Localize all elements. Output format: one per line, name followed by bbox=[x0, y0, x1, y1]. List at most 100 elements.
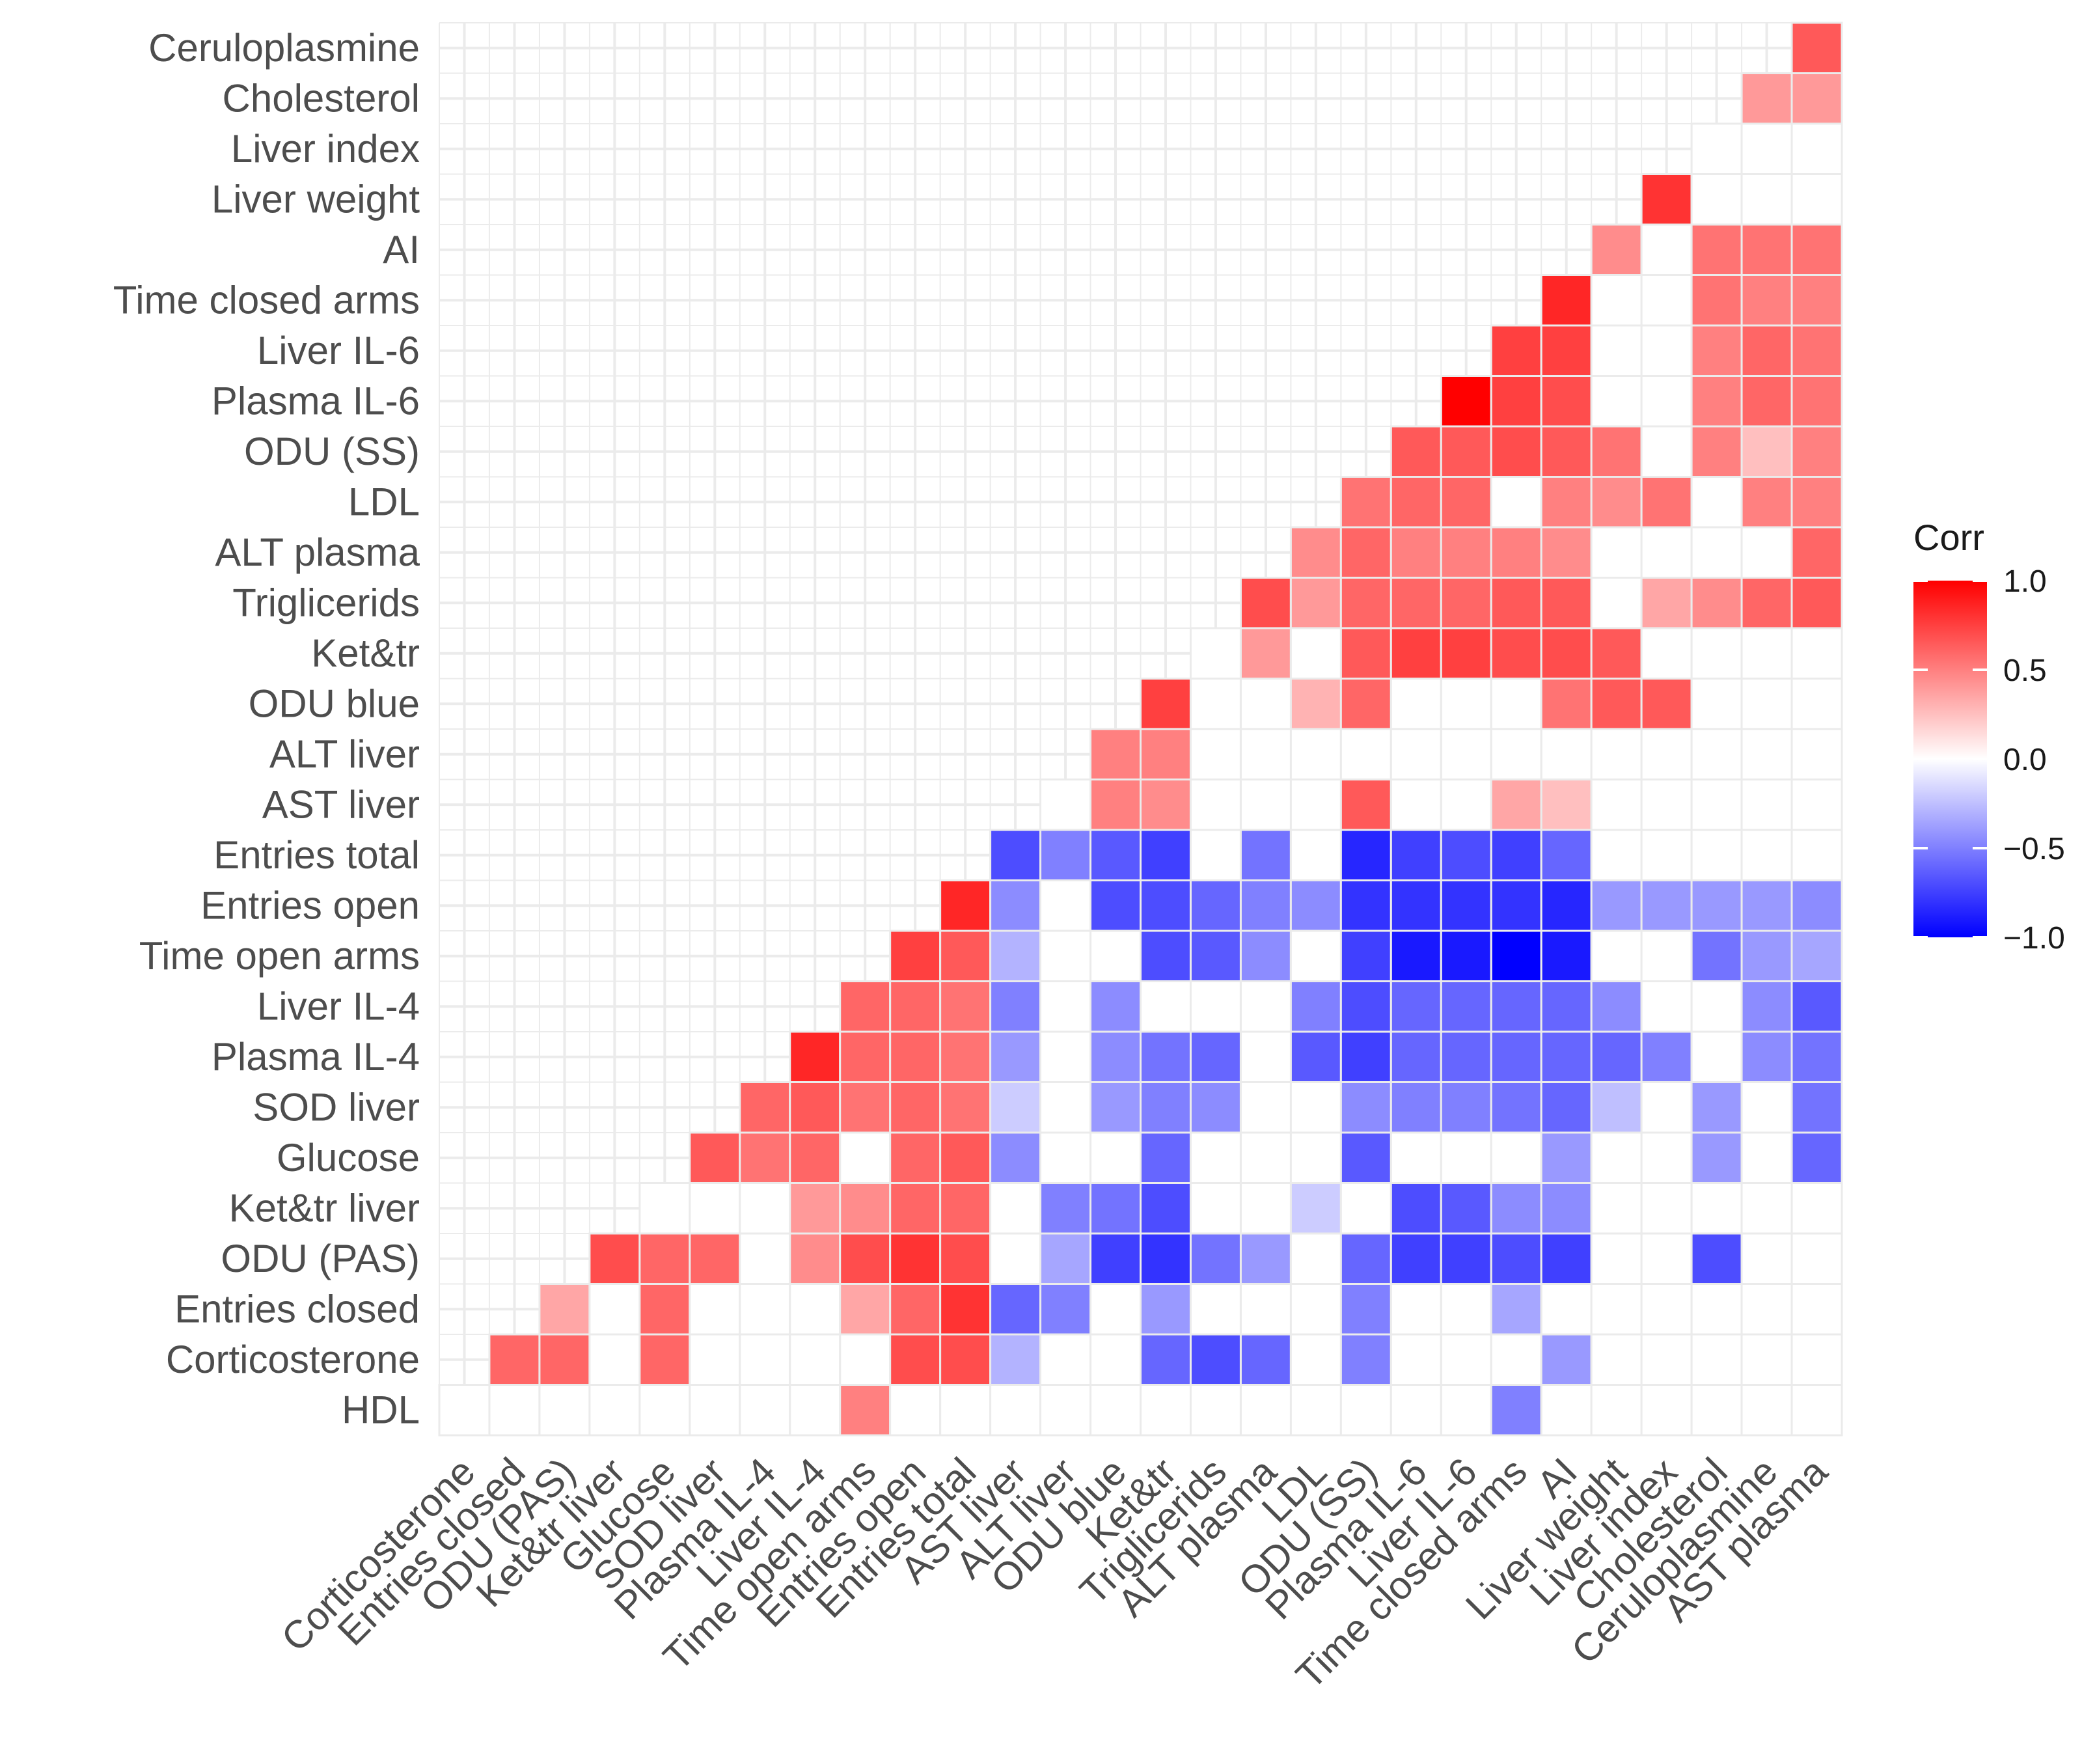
heatmap-cell: SOD liver / Cholesterol: -0.4 bbox=[1690, 1081, 1743, 1134]
legend-ticks: 1.0 0.5 0.0 −0.5 −1.0 bbox=[1913, 564, 2065, 956]
heatmap-cell: SOD liver / ODU blue: -0.4 bbox=[1089, 1081, 1142, 1134]
heatmap-cell: Corticosterone / Ceruloplasmine: 0 bbox=[1740, 1333, 1793, 1386]
heatmap-cell: Plasma IL-4 / Cholesterol: 0 bbox=[1690, 1030, 1743, 1083]
heatmap-cell: Corticosterone / AST liver: -0.3 bbox=[989, 1333, 1042, 1386]
heatmap-cell: Time open arms / ALT plasma: -0.45 bbox=[1239, 930, 1292, 982]
heatmap-cell: Ket&tr / Triglicerids: 0 bbox=[1189, 627, 1242, 680]
heatmap-cell: Plasma IL-6 / Ceruloplasmine: 0.6 bbox=[1740, 375, 1793, 428]
heatmap-cell: Entries total / AI: -0.6 bbox=[1540, 829, 1593, 881]
heatmap-cell: AST liver / ODU blue: 0.5 bbox=[1089, 779, 1142, 831]
y-tick-label: Ket&tr bbox=[311, 631, 420, 675]
heatmap-cell: Ket&tr liver / Liver weight: 0 bbox=[1590, 1182, 1643, 1235]
heatmap-cell: Plasma IL-4 / Entries open: 0.6 bbox=[889, 1030, 942, 1083]
heatmap-cell: HDL / AST liver: 0 bbox=[989, 1384, 1042, 1437]
heatmap-cell: ALT liver / Ceruloplasmine: 0 bbox=[1740, 728, 1793, 780]
heatmap-cell: Liver IL-4 / Entries open: 0.6 bbox=[889, 980, 942, 1033]
y-tick-label: AI bbox=[383, 228, 420, 271]
heatmap-cell: Glucose / Liver IL-4: 0.6 bbox=[789, 1131, 842, 1184]
y-tick-label: ALT liver bbox=[269, 732, 420, 776]
heatmap-cell: ALT plasma / Liver weight: 0 bbox=[1590, 526, 1643, 579]
heatmap-cell: ODU blue / Cholesterol: 0 bbox=[1690, 678, 1743, 730]
heatmap-cell: Ket&tr liver / Entries total: 0.6 bbox=[939, 1182, 992, 1235]
heatmap-cell: Time closed arms / Cholesterol: 0.55 bbox=[1690, 274, 1743, 327]
heatmap-cell: ODU (PAS) / Time open arms: 0.7 bbox=[839, 1232, 892, 1285]
heatmap-cell: Ket&tr liver / Ceruloplasmine: 0 bbox=[1740, 1182, 1793, 1235]
heatmap-cell: Ket&tr / Liver IL-6: 0.75 bbox=[1440, 627, 1492, 680]
heatmap-cell: Liver IL-4 / ALT liver: 0 bbox=[1039, 980, 1092, 1033]
heatmap-cell: Plasma IL-6 / AST plasma: 0.55 bbox=[1790, 375, 1843, 428]
heatmap-cell: Liver IL-4 / Ket&tr: 0 bbox=[1140, 980, 1192, 1033]
heatmap-cell: Ket&tr / Time closed arms: 0.7 bbox=[1490, 627, 1542, 680]
heatmap-cell: Triglicerids / AI: 0.65 bbox=[1540, 577, 1593, 629]
y-tick-label: Ceruloplasmine bbox=[148, 26, 420, 70]
y-tick-label: Liver IL-4 bbox=[257, 984, 420, 1028]
heatmap-cell: Time open arms / Ceruloplasmine: -0.4 bbox=[1740, 930, 1793, 982]
heatmap-cell: HDL / Entries closed: 0 bbox=[488, 1384, 541, 1437]
heatmap-cell: HDL / Entries open: 0 bbox=[889, 1384, 942, 1437]
heatmap-cell: Ket&tr liver / AI: -0.45 bbox=[1540, 1182, 1593, 1235]
heatmap-cell: Glucose / AST liver: -0.45 bbox=[989, 1131, 1042, 1184]
heatmap-cell: ODU (SS) / Plasma IL-6: 0.65 bbox=[1390, 425, 1442, 478]
heatmap-cell: SOD liver / AI: -0.6 bbox=[1540, 1081, 1593, 1134]
heatmap-cell: Ket&tr / Liver weight: 0.65 bbox=[1590, 627, 1643, 680]
heatmap-cell: ODU (PAS) / Ket&tr liver: 0.7 bbox=[588, 1232, 641, 1285]
heatmap-cell: SOD liver / Triglicerids: -0.45 bbox=[1189, 1081, 1242, 1134]
heatmap-cell: Entries total / ALT liver: -0.5 bbox=[1039, 829, 1092, 881]
y-tick-label: Liver index bbox=[231, 127, 420, 171]
heatmap-cell: Corticosterone / Time closed arms: 0 bbox=[1490, 1333, 1542, 1386]
heatmap-cell: ALT liver / Liver weight: 0 bbox=[1590, 728, 1643, 780]
heatmap-cell: Ket&tr liver / Time closed arms: -0.45 bbox=[1490, 1182, 1542, 1235]
heatmap-cell: Plasma IL-4 / AST plasma: -0.55 bbox=[1790, 1030, 1843, 1083]
heatmap-cell: AST liver / Time closed arms: 0.35 bbox=[1490, 779, 1542, 831]
heatmap-cell: ODU (PAS) / Time closed arms: -0.7 bbox=[1490, 1232, 1542, 1285]
heatmap-cell: Glucose / LDL: 0 bbox=[1289, 1131, 1342, 1184]
y-tick-label: Time closed arms bbox=[113, 278, 420, 322]
heatmap-cell: ODU (PAS) / Liver index: 0 bbox=[1640, 1232, 1693, 1285]
heatmap-cell: Liver IL-4 / ALT plasma: 0 bbox=[1239, 980, 1292, 1033]
heatmap-cell: Corticosterone / Entries open: 0.7 bbox=[889, 1333, 942, 1386]
y-tick-label: Liver IL-6 bbox=[257, 329, 420, 372]
heatmap-cell: Ket&tr / ODU (SS): 0.65 bbox=[1339, 627, 1392, 680]
heatmap-cell: ODU blue / Ceruloplasmine: 0 bbox=[1740, 678, 1793, 730]
heatmap-cell: HDL / Time open arms: 0.5 bbox=[839, 1384, 892, 1437]
heatmap-cell: Entries open / Time closed arms: -0.8 bbox=[1490, 879, 1542, 932]
heatmap-cell: ALT plasma / ODU (SS): 0.6 bbox=[1339, 526, 1392, 579]
heatmap-cell: ODU blue / Time closed arms: 0 bbox=[1490, 678, 1542, 730]
heatmap-cell: Entries closed / Liver IL-4: 0 bbox=[789, 1283, 842, 1336]
heatmap-cell: Triglicerids / Plasma IL-6: 0.6 bbox=[1390, 577, 1442, 629]
heatmap-cell: Plasma IL-4 / ODU blue: -0.45 bbox=[1089, 1030, 1142, 1083]
heatmap-cell: AI / AST plasma: 0.55 bbox=[1790, 223, 1843, 276]
heatmap-cell: AI / Liver weight: 0.45 bbox=[1590, 223, 1643, 276]
heatmap-cell: Time open arms / Cholesterol: -0.55 bbox=[1690, 930, 1743, 982]
heatmap-cell: Entries closed / Triglicerids: 0 bbox=[1189, 1283, 1242, 1336]
heatmap-cell: ODU blue / Liver index: 0.65 bbox=[1640, 678, 1693, 730]
heatmap-cell: SOD liver / Entries total: 0.55 bbox=[939, 1081, 992, 1134]
heatmap-cell: ALT liver / Time closed arms: 0 bbox=[1490, 728, 1542, 780]
heatmap-cell: ODU blue / LDL: 0.3 bbox=[1289, 678, 1342, 730]
heatmap-cell: AST liver / AI: 0.25 bbox=[1540, 779, 1593, 831]
heatmap-cell: Liver IL-6 / Time closed arms: 0.75 bbox=[1490, 324, 1542, 377]
heatmap-cell: Entries closed / AI: 0 bbox=[1540, 1283, 1593, 1336]
heatmap-cell: ODU blue / Liver weight: 0.65 bbox=[1590, 678, 1643, 730]
heatmap-cell: Corticosterone / AI: -0.4 bbox=[1540, 1333, 1593, 1386]
heatmap-cell: Entries closed / Entries open: 0.6 bbox=[889, 1283, 942, 1336]
heatmap-cell: Ket&tr liver / Glucose: 0 bbox=[638, 1182, 691, 1235]
heatmap-cell: ODU (PAS) / Plasma IL-6: -0.75 bbox=[1390, 1232, 1442, 1285]
heatmap-cell: AST liver / Triglicerids: 0 bbox=[1189, 779, 1242, 831]
heatmap-cell: Liver IL-4 / ODU (SS): -0.7 bbox=[1339, 980, 1392, 1033]
heatmap-cell: Entries total / Plasma IL-6: -0.75 bbox=[1390, 829, 1442, 881]
heatmap-cell: Corticosterone / ODU blue: 0 bbox=[1089, 1333, 1142, 1386]
heatmap-cell: ODU (PAS) / ODU (SS): -0.6 bbox=[1339, 1232, 1392, 1285]
heatmap-cell: Glucose / ALT liver: 0 bbox=[1039, 1131, 1092, 1184]
heatmap-cell: Glucose / AI: -0.4 bbox=[1540, 1131, 1593, 1184]
heatmap-cell: Time open arms / ALT liver: 0 bbox=[1039, 930, 1092, 982]
heatmap-cell: Corticosterone / Liver IL-4: 0 bbox=[789, 1333, 842, 1386]
heatmap-cell: ODU (PAS) / Liver IL-4: 0.45 bbox=[789, 1232, 842, 1285]
heatmap-cell: SOD liver / ALT liver: 0 bbox=[1039, 1081, 1092, 1134]
heatmap-cell: Entries total / Time closed arms: -0.75 bbox=[1490, 829, 1542, 881]
heatmap-cell: ALT plasma / AST plasma: 0.6 bbox=[1790, 526, 1843, 579]
heatmap-cell: HDL / Liver IL-4: 0 bbox=[789, 1384, 842, 1437]
heatmap-cell: AST liver / AST plasma: 0 bbox=[1790, 779, 1843, 831]
heatmap-cell: Triglicerids / Liver index: 0.35 bbox=[1640, 577, 1693, 629]
heatmap-cell: Time closed arms / AST plasma: 0.5 bbox=[1790, 274, 1843, 327]
